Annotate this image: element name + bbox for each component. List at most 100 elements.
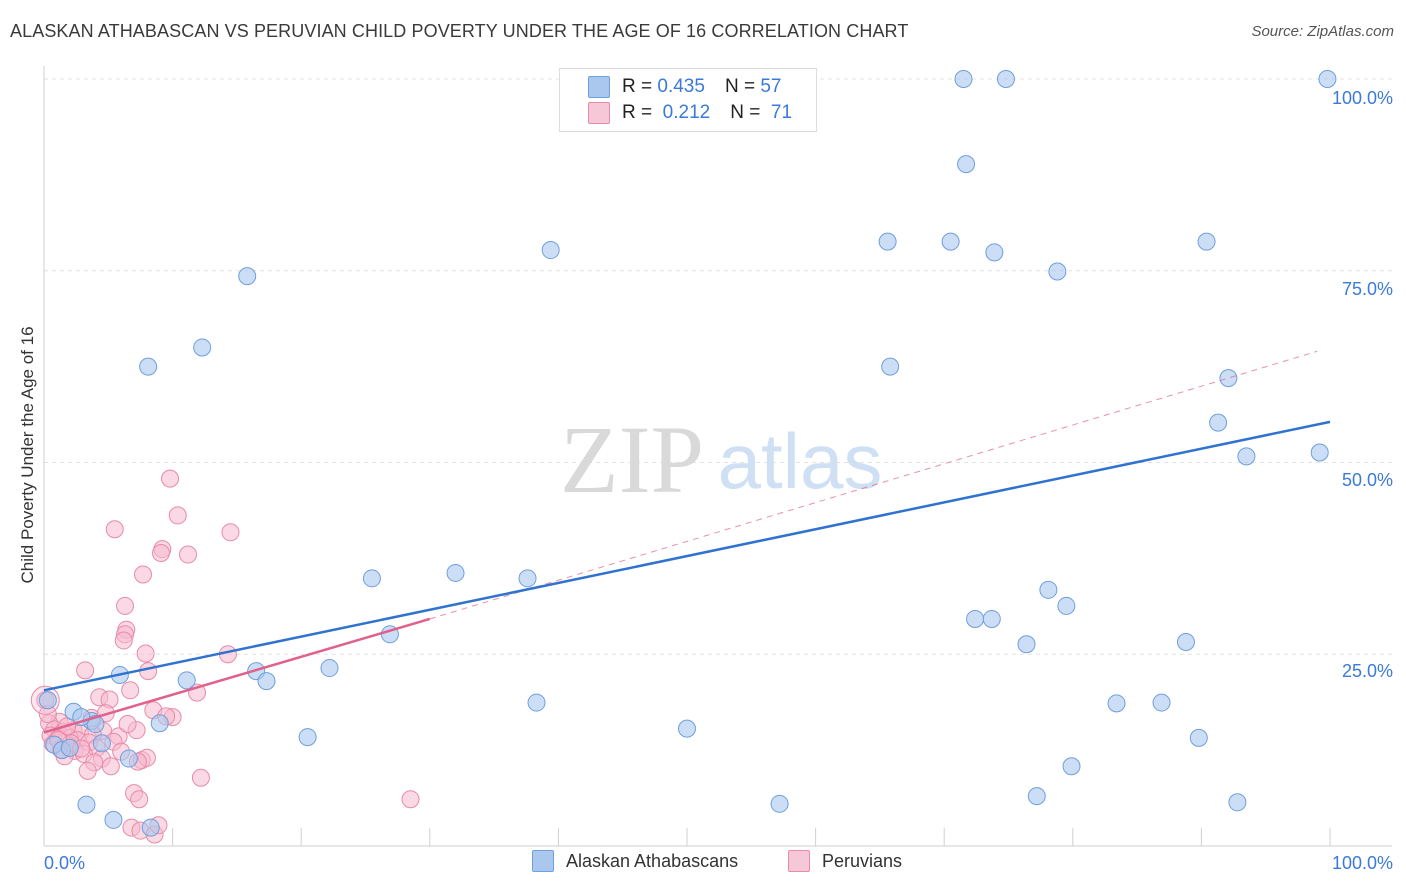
data-point-peruvians — [179, 545, 198, 564]
watermark-zip: ZIP — [560, 406, 704, 513]
data-point-alaskan-athabascans — [1039, 580, 1058, 599]
data-point-peruvians — [101, 757, 120, 776]
source-label: Source: ZipAtlas.com — [1251, 23, 1394, 40]
trend-lines — [43, 350, 1331, 734]
pink-swatch — [788, 850, 810, 872]
data-point-peruvians — [118, 715, 137, 734]
data-point-alaskan-athabascans — [1228, 793, 1247, 812]
series-peruvians — [30, 469, 420, 844]
data-point-alaskan-athabascans — [1219, 369, 1238, 388]
data-point-alaskan-athabascans — [38, 691, 57, 710]
chart-title: ALASKAN ATHABASCAN VS PERUVIAN CHILD POV… — [10, 21, 909, 41]
data-point-alaskan-athabascans — [238, 267, 257, 286]
data-point-alaskan-athabascans — [446, 563, 465, 582]
data-point-peruvians — [221, 523, 240, 542]
data-point-alaskan-athabascans — [141, 818, 160, 837]
data-point-alaskan-athabascans — [527, 693, 546, 712]
series-alaskan-athabascans — [38, 70, 1337, 837]
data-point-alaskan-athabascans — [996, 70, 1015, 88]
r-label: R = — [622, 102, 653, 123]
y-tick-label: 25.0% — [1342, 661, 1393, 681]
r-value: 0.212 — [662, 102, 711, 123]
x-tick-label: 100.0% — [1332, 853, 1393, 873]
data-point-alaskan-athabascans — [150, 714, 169, 733]
data-point-alaskan-athabascans — [1176, 632, 1195, 651]
data-point-peruvians — [121, 681, 140, 700]
data-point-alaskan-athabascans — [957, 155, 976, 174]
data-point-alaskan-athabascans — [1209, 413, 1228, 432]
data-point-peruvians — [105, 520, 124, 539]
data-point-alaskan-athabascans — [881, 357, 900, 376]
data-point-alaskan-athabascans — [518, 569, 537, 588]
trend-line-alaskan-athabascans — [43, 420, 1331, 692]
pink-swatch — [588, 102, 610, 124]
tick-labels: 25.0% 50.0% 75.0% 100.0% 0.0% 100.0% — [44, 88, 1393, 873]
data-point-alaskan-athabascans — [1062, 757, 1081, 776]
data-point-peruvians — [134, 565, 153, 584]
data-point-peruvians — [136, 644, 155, 663]
data-point-peruvians — [78, 761, 97, 780]
data-point-peruvians — [168, 506, 187, 525]
data-point-peruvians — [401, 790, 420, 809]
data-point-peruvians — [139, 662, 158, 681]
legend-label: Alaskan Athabascans — [566, 850, 739, 871]
legend-item-peruvians[interactable]: Peruvians — [788, 850, 902, 872]
data-point-alaskan-athabascans — [1318, 70, 1337, 88]
data-point-alaskan-athabascans — [257, 672, 276, 691]
watermark-atlas: atlas — [718, 417, 883, 505]
data-point-alaskan-athabascans — [1048, 262, 1067, 281]
data-point-alaskan-athabascans — [362, 569, 381, 588]
data-point-alaskan-athabascans — [966, 609, 985, 628]
data-point-alaskan-athabascans — [1027, 787, 1046, 806]
data-point-peruvians — [152, 544, 171, 563]
y-tick-label: 50.0% — [1342, 470, 1393, 490]
trend-line-peruvians — [43, 617, 431, 734]
legend-item-alaskan[interactable]: Alaskan Athabascans — [532, 850, 738, 872]
data-point-peruvians — [161, 469, 180, 488]
n-label: N = — [730, 102, 761, 123]
stats-row-alaskan: R = 0.435 N = 57 — [588, 75, 781, 99]
grid-layer — [44, 78, 1392, 655]
data-point-alaskan-athabascans — [119, 749, 138, 768]
r-label: R = — [622, 76, 653, 97]
data-point-alaskan-athabascans — [104, 810, 123, 829]
r-value: 0.435 — [657, 76, 705, 97]
data-point-alaskan-athabascans — [541, 241, 560, 260]
n-value: 57 — [760, 76, 782, 97]
data-point-alaskan-athabascans — [982, 609, 1001, 628]
data-point-alaskan-athabascans — [1017, 635, 1036, 654]
n-label: N = — [724, 76, 756, 97]
data-point-peruvians — [130, 790, 149, 809]
data-point-alaskan-athabascans — [678, 719, 696, 738]
data-point-alaskan-athabascans — [77, 795, 96, 814]
data-point-alaskan-athabascans — [1107, 694, 1126, 713]
data-point-alaskan-athabascans — [985, 243, 1004, 262]
data-point-alaskan-athabascans — [1057, 596, 1076, 615]
stats-legend: R = 0.435 N = 57 R = 0.212 N = 71 — [559, 68, 817, 132]
data-point-alaskan-athabascans — [193, 338, 212, 357]
trend-line-peruvians-extension — [429, 350, 1318, 620]
data-point-peruvians — [191, 768, 210, 787]
data-point-peruvians — [76, 661, 95, 680]
blue-swatch — [588, 76, 610, 98]
data-point-alaskan-athabascans — [1197, 232, 1216, 251]
x-tick-label: 0.0% — [44, 853, 85, 873]
data-point-alaskan-athabascans — [1152, 693, 1171, 712]
data-point-alaskan-athabascans — [177, 671, 196, 690]
data-point-alaskan-athabascans — [878, 232, 897, 251]
y-tick-label: 100.0% — [1332, 88, 1393, 108]
data-point-alaskan-athabascans — [92, 734, 111, 753]
legend-label: Peruvians — [822, 850, 903, 871]
data-point-alaskan-athabascans — [1310, 443, 1329, 462]
data-point-alaskan-athabascans — [1189, 728, 1208, 747]
y-tick-label: 75.0% — [1342, 279, 1393, 299]
data-point-peruvians — [116, 596, 135, 615]
data-point-alaskan-athabascans — [298, 728, 317, 747]
blue-swatch — [532, 850, 554, 872]
series-legend: Alaskan Athabascans Peruvians — [0, 850, 1406, 878]
data-point-alaskan-athabascans — [139, 357, 158, 376]
data-point-alaskan-athabascans — [320, 659, 339, 678]
data-point-peruvians — [114, 631, 133, 650]
data-point-alaskan-athabascans — [60, 738, 79, 757]
